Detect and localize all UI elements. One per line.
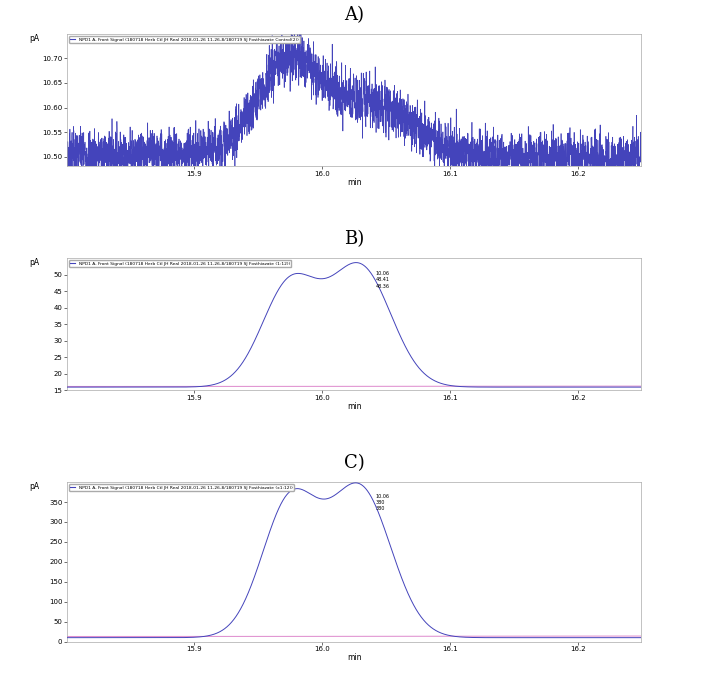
Legend: NPD1 A, Front Signal (180718 Herb Ctl JH Real 2018-01-26 11-26-8/180719 SJ Fosth: NPD1 A, Front Signal (180718 Herb Ctl JH… (69, 260, 292, 267)
X-axis label: min: min (347, 653, 361, 662)
Text: pA: pA (29, 34, 39, 43)
Text: 10.06
380
380: 10.06 380 380 (376, 494, 390, 511)
X-axis label: min: min (347, 178, 361, 187)
Text: C): C) (343, 454, 365, 472)
Text: pA: pA (29, 258, 39, 267)
Legend: NPD1 A, Front Signal (180718 Herb Ctl JH Real 2018-01-26 11-26-8/180719 SJ Fosth: NPD1 A, Front Signal (180718 Herb Ctl JH… (69, 484, 294, 491)
Legend: NPD1 A, Front Signal (180718 Herb Ctl JH Real 2018-01-26 11-26-8/180719 SJ Fosth: NPD1 A, Front Signal (180718 Herb Ctl JH… (69, 36, 300, 43)
Text: A): A) (344, 5, 364, 24)
Text: B): B) (344, 230, 364, 248)
X-axis label: min: min (347, 402, 361, 411)
Text: pA: pA (29, 482, 39, 491)
Text: 10.06
48.41
48.36: 10.06 48.41 48.36 (376, 271, 390, 289)
